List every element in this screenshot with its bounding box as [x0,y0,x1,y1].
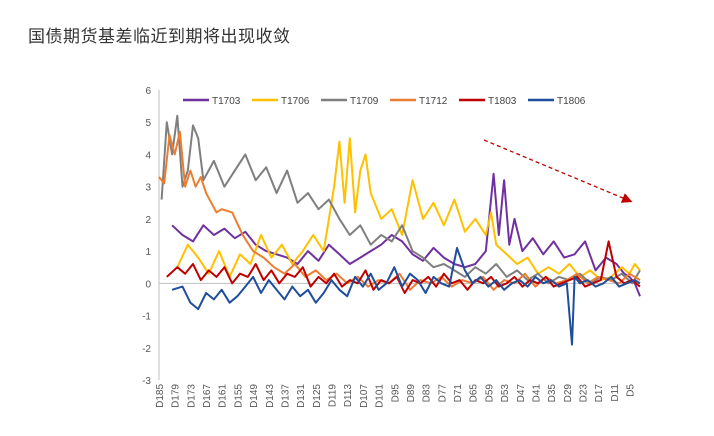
legend-label: T1703 [212,96,241,107]
x-tick-label: D155 [233,384,244,408]
series-line-t1709 [160,114,641,285]
x-tick-label: D77 [437,384,448,403]
series-line-t1712 [158,130,641,291]
x-tick-label: D149 [249,384,260,408]
x-tick-label: D125 [312,384,323,408]
x-tick-label: D107 [359,384,370,408]
trend-arrow [483,139,633,203]
x-tick-label: D137 [280,384,291,408]
y-tick-label: 1 [145,247,151,258]
x-tick-label: D29 [563,384,574,403]
y-tick-label: -1 [142,312,151,323]
legend-label: T1712 [419,96,448,107]
x-tick-label: D143 [265,384,276,408]
x-tick-label: D83 [422,384,433,403]
x-tick-label: D11 [610,384,621,402]
legend-label: T1706 [281,96,310,107]
x-tick-label: D185 [155,384,166,408]
x-tick-label: D65 [469,384,480,403]
series-line-t1803 [166,240,641,294]
y-tick-label: 5 [145,118,151,129]
x-axis-labels: D185 D179 D173 D167 D161 D155 D149 D143 D137 D131… [155,384,637,408]
x-tick-label: D41 [531,384,542,403]
x-tick-label: D179 [171,384,182,408]
x-tick-label: D95 [390,384,401,403]
trend-annotation [483,139,633,203]
legend-item-t1706: T1706 [252,96,310,107]
y-tick-label: -2 [142,344,151,355]
x-tick-label: D167 [202,384,213,408]
x-tick-label: D59 [484,384,495,403]
x-tick-label: D101 [375,384,386,408]
y-tick-label: 6 [145,86,151,97]
x-tick-label: D53 [500,384,511,403]
legend-label: T1709 [350,96,379,107]
y-tick-label: 0 [145,279,151,290]
series-lines [158,114,641,346]
x-tick-label: D161 [218,384,229,408]
legend-item-t1803: T1803 [459,96,517,107]
legend-item-t1712: T1712 [390,96,448,107]
legend-label: T1803 [488,96,517,107]
y-axis-labels: -3 -2 -1 0 1 2 3 4 5 6 [142,86,151,387]
x-tick-label: D89 [406,384,417,403]
legend-item-t1806: T1806 [528,96,586,107]
legend: T1703 T1706 T1709 T1712 T1803 T1806 [183,96,586,107]
y-tick-label: 4 [145,150,151,161]
series-line-t1706 [176,137,641,282]
series-line-t1806 [171,246,641,346]
x-tick-label: D71 [453,384,464,403]
x-tick-label: D5 [626,384,637,397]
x-tick-label: D35 [547,384,558,403]
legend-label: T1806 [557,96,586,107]
x-tick-label: D119 [328,384,339,408]
y-tick-label: -3 [142,376,151,387]
page-title: 国债期货基差临近到期将出现收敛 [28,27,291,47]
legend-item-t1709: T1709 [321,96,379,107]
y-tick-label: 3 [145,183,151,194]
x-tick-label: D17 [594,384,605,403]
x-tick-label: D173 [186,384,197,408]
x-tick-label: D47 [516,384,527,403]
x-tick-label: D23 [578,384,589,403]
legend-item-t1703: T1703 [183,96,241,107]
x-tick-label: D113 [343,384,354,408]
y-tick-label: 2 [145,215,151,226]
x-tick-label: D131 [296,384,307,408]
